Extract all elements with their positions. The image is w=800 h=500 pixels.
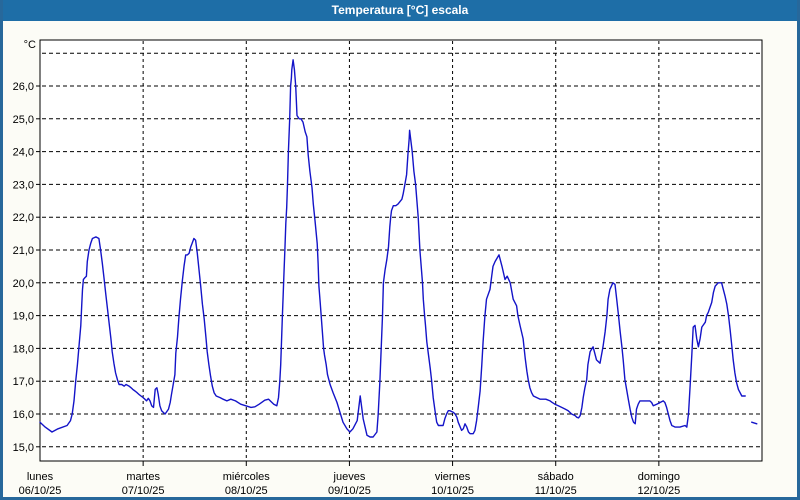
window-title: Temperatura [°C] escala — [331, 3, 469, 17]
temperature-line — [751, 421, 758, 425]
x-day-name: lunes — [27, 471, 54, 483]
y-tick-label: 16,0 — [13, 409, 34, 421]
y-tick-label: 15,0 — [13, 442, 34, 454]
y-tick-label: 23,0 — [13, 179, 34, 191]
x-day-date: 09/10/25 — [328, 485, 371, 497]
x-day-date: 10/10/25 — [431, 485, 474, 497]
y-tick-label: 21,0 — [13, 245, 34, 257]
y-tick-label: 26,0 — [13, 81, 34, 93]
x-day-name: martes — [126, 471, 160, 483]
x-day-date: 06/10/25 — [19, 485, 62, 497]
x-day-name: domingo — [638, 471, 680, 483]
x-day-date: 08/10/25 — [225, 485, 268, 497]
y-tick-label: 20,0 — [13, 278, 34, 290]
x-day-name: viernes — [435, 471, 471, 483]
y-tick-label: 18,0 — [13, 343, 34, 355]
y-tick-label: 17,0 — [13, 376, 34, 388]
x-day-name: miércoles — [223, 471, 271, 483]
y-axis-unit-label: °C — [24, 39, 36, 51]
x-day-name: sábado — [538, 471, 574, 483]
window-titlebar: Temperatura [°C] escala — [0, 0, 800, 21]
temperature-line — [39, 59, 746, 438]
y-tick-label: 24,0 — [13, 147, 34, 159]
y-tick-label: 19,0 — [13, 311, 34, 323]
x-day-date: 12/10/25 — [637, 485, 680, 497]
x-day-date: 11/10/25 — [535, 485, 577, 497]
x-day-date: 07/10/25 — [122, 485, 165, 497]
y-tick-label: 25,0 — [13, 114, 34, 126]
x-day-name: jueves — [333, 471, 366, 483]
y-tick-label: 22,0 — [13, 212, 34, 224]
